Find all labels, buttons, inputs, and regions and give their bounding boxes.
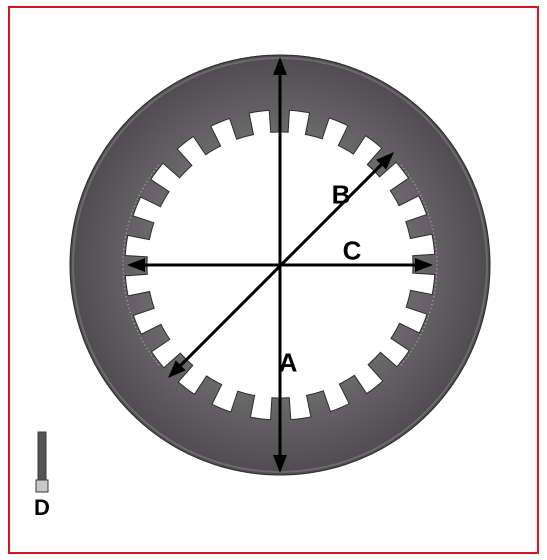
dimension-label-b: B: [332, 180, 351, 211]
dimension-label-c: C: [343, 236, 362, 267]
dimension-label-a: A: [279, 348, 298, 379]
dimension-label-d: D: [34, 495, 50, 521]
diagram-frame: A B C D: [0, 0, 547, 560]
diagram-svg: [0, 0, 547, 560]
